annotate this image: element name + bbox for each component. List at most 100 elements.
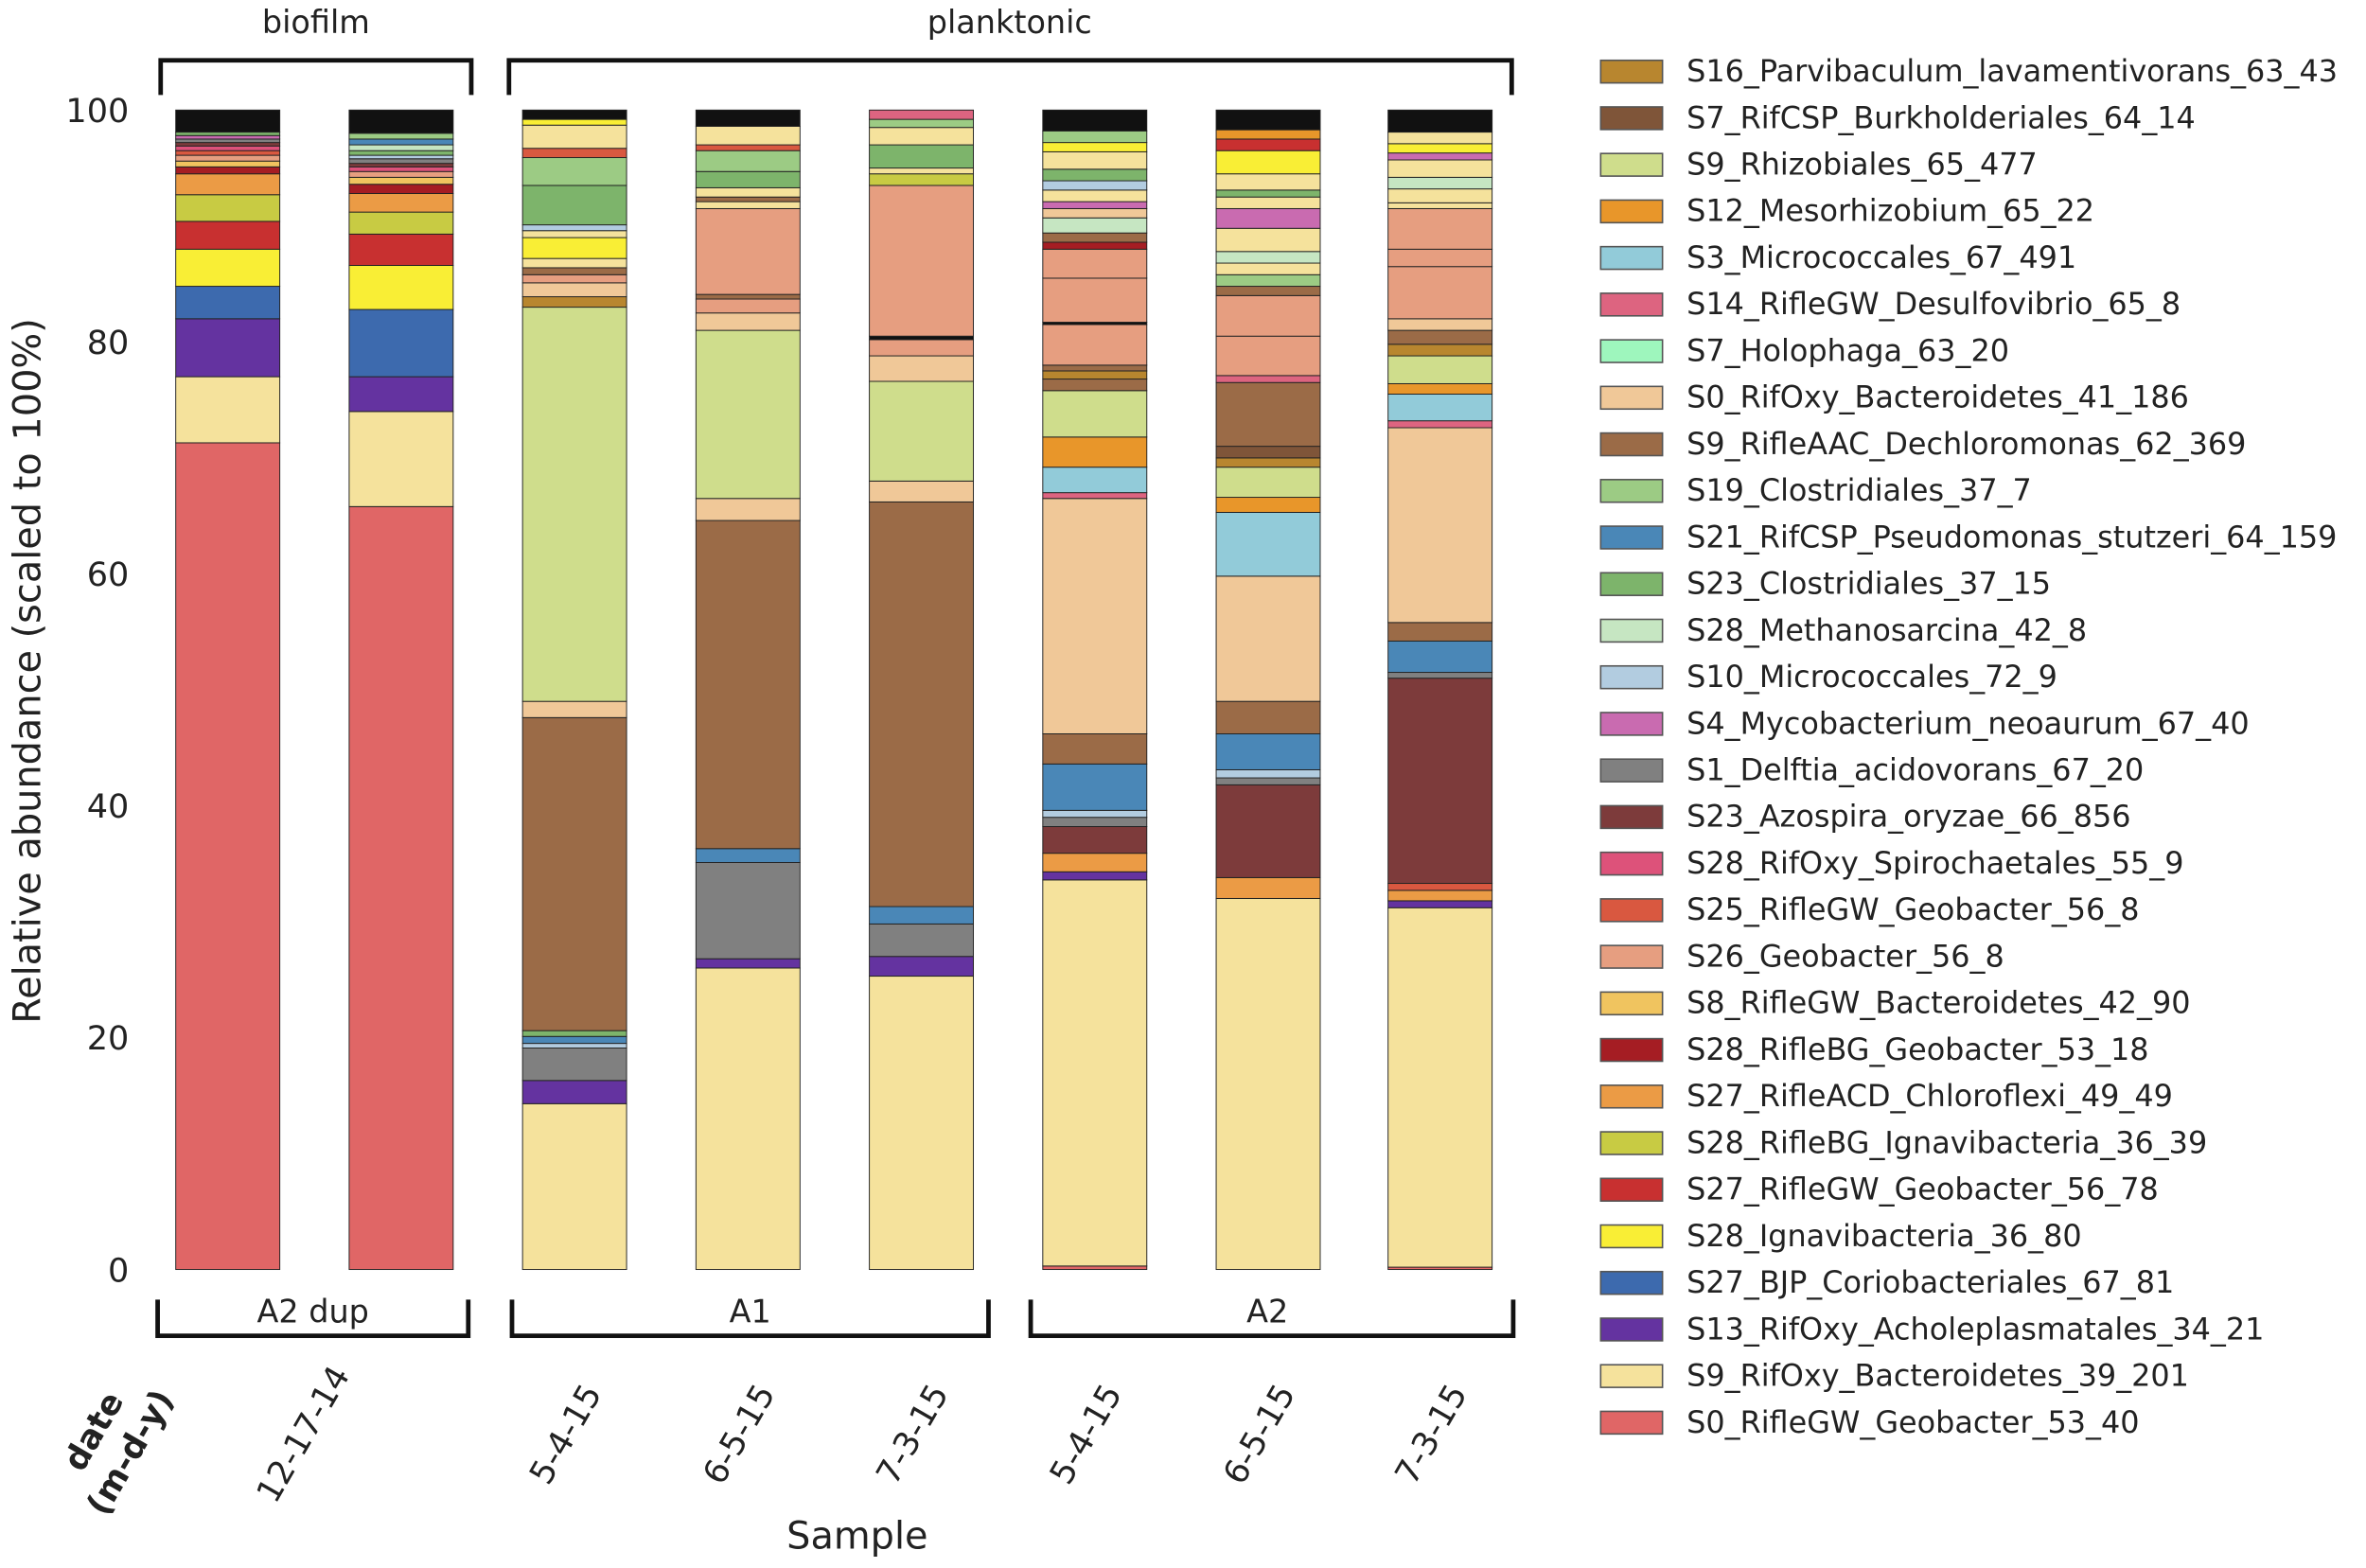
- bar-segment: [869, 335, 975, 341]
- bar-segment: [175, 145, 281, 151]
- bar-segment: [175, 142, 281, 147]
- bar-segment: [1042, 217, 1148, 234]
- bar-segment: [521, 1080, 627, 1104]
- bar-segment: [1042, 168, 1148, 182]
- bar-segment: [1387, 143, 1493, 154]
- bar-segment: [1042, 492, 1148, 500]
- date-label: 6-5-15: [1215, 1378, 1303, 1491]
- bar-segment: [869, 185, 975, 337]
- bar-segment: [869, 976, 975, 1271]
- bar-segment: [695, 298, 801, 314]
- legend-label: S23_Azospira_oryzae_66_856: [1686, 799, 2130, 835]
- bar-6: [1042, 109, 1148, 1271]
- bar-segment: [1215, 457, 1321, 468]
- bar-segment: [1042, 324, 1148, 366]
- bar-segment: [348, 265, 454, 310]
- bar-segment: [348, 166, 454, 172]
- bar-segment: [175, 154, 281, 162]
- bar-segment: [1215, 150, 1321, 175]
- legend-item: S9_Rhizobiales_65_477: [1599, 147, 2038, 183]
- date-labels: 12-17-14 5-4-15 6-5-15 7-3-15 5-4-15 6-5-15 7-…: [249, 1360, 1475, 1509]
- legend-label: S27_RifleGW_Geobacter_56_78: [1686, 1172, 2159, 1207]
- bar-segment: [1387, 266, 1493, 320]
- bar-segment: [175, 160, 281, 167]
- bar-segment: [1042, 241, 1148, 250]
- legend-item: S12_Mesorhizobium_65_22: [1599, 193, 2094, 229]
- bar-3: [521, 109, 627, 1271]
- bar-segment: [869, 127, 975, 146]
- bar-segment: [348, 211, 454, 235]
- bar-segment: [1215, 375, 1321, 383]
- legend-item: S28_RifleBG_Geobacter_53_18: [1599, 1031, 2149, 1067]
- group-label-a2dup: A2 dup: [256, 1293, 368, 1330]
- legend-swatch: [1599, 758, 1664, 783]
- bar-segment: [1215, 511, 1321, 577]
- bar-segment: [521, 118, 627, 126]
- legend-swatch: [1599, 898, 1664, 923]
- bar-segment: [1215, 768, 1321, 779]
- bar-segment: [521, 282, 627, 298]
- bar-segment: [1387, 420, 1493, 429]
- bar-segment: [1042, 817, 1148, 827]
- bar-segment: [695, 150, 801, 172]
- bar-segment: [1387, 355, 1493, 384]
- bar-segment: [1042, 232, 1148, 243]
- bar-segment: [869, 956, 975, 978]
- legend-label: S0_RifleGW_Geobacter_53_40: [1686, 1404, 2139, 1440]
- bar-segment: [175, 318, 281, 378]
- bar-segment: [869, 380, 975, 482]
- bar-segment: [1215, 109, 1321, 131]
- bar-segment: [348, 193, 454, 213]
- bar-segment: [695, 958, 801, 969]
- date-label: 12-17-14: [249, 1360, 358, 1509]
- bar-segment: [1387, 883, 1493, 891]
- bar-8: [1387, 109, 1493, 1271]
- bar-segment: [869, 923, 975, 958]
- date-label: 6-5-15: [696, 1378, 784, 1491]
- bar-segment: [695, 196, 801, 203]
- legend-swatch: [1599, 245, 1664, 271]
- bar-segment: [1215, 173, 1321, 191]
- legend-label: S12_Mesorhizobium_65_22: [1686, 193, 2094, 229]
- bar-segment: [1042, 248, 1148, 279]
- bar-segment: [1215, 897, 1321, 1271]
- group-label-biofilm: biofilm: [262, 4, 370, 41]
- bar-segment: [175, 166, 281, 175]
- bar-segment: [1042, 498, 1148, 734]
- legend-item: S16_Parvibaculum_lavamentivorans_63_43: [1599, 53, 2338, 89]
- legend: S16_Parvibaculum_lavamentivorans_63_43 S7…: [1599, 53, 2338, 1440]
- bar-segment: [1042, 189, 1148, 203]
- bar-segment: [1042, 1265, 1148, 1271]
- bar-segment: [1387, 672, 1493, 679]
- bottom-bracket-a2: A2: [1028, 1293, 1516, 1339]
- legend-item: S25_RifleGW_Geobacter_56_8: [1599, 891, 2140, 927]
- bar-segment: [521, 273, 627, 284]
- bar-segment: [175, 286, 281, 320]
- bar-7: [1215, 109, 1321, 1271]
- legend-swatch: [1599, 1270, 1664, 1295]
- group-label-a1: A1: [730, 1293, 771, 1330]
- bar-segment: [1387, 427, 1493, 624]
- bar-segment: [348, 150, 454, 156]
- legend-item: S23_Clostridiales_37_15: [1599, 566, 2051, 602]
- bar-segment: [348, 411, 454, 507]
- bar-segment: [1042, 201, 1148, 209]
- legend-label: S16_Parvibaculum_lavamentivorans_63_43: [1686, 53, 2338, 89]
- y-tick-label: 0: [108, 1251, 129, 1290]
- bar-segment: [1215, 446, 1321, 459]
- legend-label: S14_RifleGW_Desulfovibrio_65_8: [1686, 286, 2181, 322]
- legend-label: S28_Ignavibacteria_36_80: [1686, 1218, 2082, 1254]
- bar-segment: [175, 194, 281, 222]
- legend-swatch: [1599, 385, 1664, 411]
- legend-swatch: [1599, 339, 1664, 363]
- y-tick-label: 100: [65, 92, 129, 131]
- bar-segment: [695, 312, 801, 331]
- bar-segment: [175, 109, 281, 133]
- legend-label: S7_Holophaga_63_20: [1686, 332, 2009, 368]
- bar-segment: [1215, 273, 1321, 288]
- bar-segment: [1387, 394, 1493, 422]
- bar-segment: [348, 158, 454, 165]
- bar-segment: [175, 134, 281, 140]
- bar-segment: [175, 138, 281, 144]
- legend-swatch: [1599, 712, 1664, 736]
